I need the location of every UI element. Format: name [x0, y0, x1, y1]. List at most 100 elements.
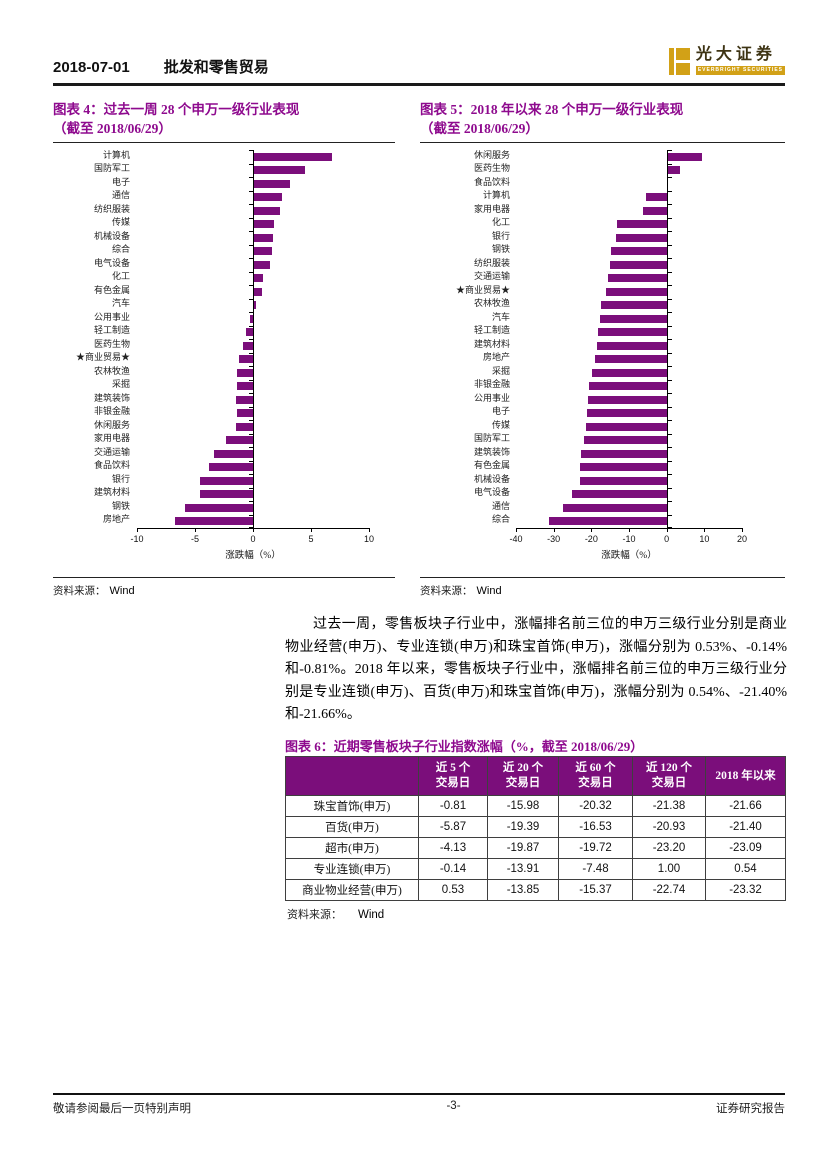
chart-bar: [610, 247, 667, 256]
row-label: 专业连锁(申万): [285, 858, 419, 880]
category-tick: [249, 487, 253, 489]
category-label: 公用事业: [473, 392, 510, 403]
chart-bar: [253, 206, 280, 215]
figure-6-title: 图表 6：近期零售板块子行业指数涨幅（%，截至 2018/06/29）: [285, 739, 644, 754]
category-tick: [667, 231, 672, 232]
category-label: 家用电器: [473, 203, 510, 214]
chart-bar: [213, 449, 253, 458]
chart-bar: [599, 314, 667, 323]
category-tick: [249, 217, 253, 219]
figure-5: 图表 5：2018 年以来 28 个申万一级行业表现 （截至 2018/06/2…: [420, 100, 785, 605]
category-label: 采掘: [111, 379, 130, 389]
chart-bar: [236, 368, 253, 377]
category-tick: [249, 285, 253, 286]
x-axis-title: 涨跌幅（%）: [225, 551, 281, 561]
category-label: 钢铁: [491, 244, 510, 254]
category-tick: [249, 501, 253, 502]
chart-bar: [175, 517, 253, 526]
x-axis-title: 涨跌幅（%）: [601, 551, 657, 561]
category-tick: [667, 312, 672, 313]
category-label: 采掘: [491, 365, 510, 376]
footer-disclaimer: 敬请参阅最后一页特别声明: [53, 1103, 191, 1115]
category-label: 休闲服务: [93, 419, 130, 430]
cell-value: 0.53: [418, 879, 488, 901]
category-tick: [667, 217, 672, 219]
category-tick: [249, 190, 253, 192]
row-label: 超市(申万): [285, 837, 419, 859]
category-label: 食品饮料: [473, 176, 510, 187]
chart-bar: [236, 382, 253, 391]
table-column-header: 近 20 个 交易日: [487, 756, 559, 796]
chart-bar: [199, 490, 253, 499]
category-label: 银行: [111, 473, 130, 484]
category-label: 建筑材料: [473, 338, 510, 349]
category-tick: [667, 379, 672, 381]
category-tick: [249, 150, 253, 151]
value-tick-label: -40: [509, 534, 523, 544]
category-label: ★商业贸易★: [455, 284, 510, 295]
value-tick: [666, 528, 668, 532]
value-tick: [516, 528, 517, 532]
category-label: 电气设备: [473, 487, 510, 497]
chart-bar: [253, 274, 264, 283]
value-tick-label: -30: [547, 534, 561, 544]
chart-bar: [236, 409, 253, 418]
category-label: 休闲服务: [473, 149, 510, 160]
chart-bar: [246, 328, 253, 337]
chart-bar: [235, 395, 253, 404]
category-tick: [667, 258, 672, 259]
category-label: 计算机: [482, 190, 510, 200]
chart-bar: [242, 341, 253, 350]
chart-bar: [588, 382, 667, 391]
chart-bar: [253, 166, 306, 175]
category-label: 非银金融: [473, 379, 510, 389]
chart-bar: [571, 490, 667, 499]
cell-value: -13.85: [487, 879, 559, 901]
chart-bar: [666, 166, 680, 175]
category-label: 有色金属: [473, 460, 510, 470]
category-label: 国防军工: [473, 433, 510, 443]
chart-bar: [208, 463, 253, 472]
value-tick-label: -20: [584, 534, 598, 544]
category-tick: [249, 163, 253, 165]
chart-bar: [239, 355, 253, 364]
category-label: 国防军工: [93, 163, 130, 173]
category-tick: [667, 325, 672, 327]
cell-value: -23.09: [705, 837, 786, 859]
chart-bar: [586, 422, 667, 431]
category-tick: [249, 393, 253, 394]
chart-bar: [253, 247, 272, 256]
table-column-header: 近 120 个 交易日: [632, 756, 706, 796]
chart-bar: [563, 503, 667, 512]
page-number: -3-: [446, 1100, 461, 1112]
figure-5-title-line2: （截至 2018/06/29）: [420, 121, 539, 136]
brand-name-en: EVERBRIGHT SECURITIES: [695, 66, 785, 75]
value-tick: [311, 528, 312, 532]
chart-bar: [607, 274, 667, 283]
page-footer: 敬请参阅最后一页特别声明 -3- 证券研究报告: [53, 1100, 785, 1116]
category-tick: [667, 366, 672, 367]
category-label: 传媒: [111, 217, 130, 227]
table-row: 百货(申万) -5.87 -19.39 -16.53 -20.93 -21.40: [285, 816, 786, 838]
category-tick: [667, 487, 672, 489]
category-tick: [667, 177, 672, 178]
chart-bar: [548, 517, 667, 526]
category-label: 建筑装饰: [473, 446, 510, 457]
value-tick-label: 20: [736, 534, 747, 544]
table-row: 珠宝首饰(申万) -0.81 -15.98 -20.32 -21.38 -21.66: [285, 795, 786, 817]
chart-bar: [586, 409, 667, 418]
row-label: 珠宝首饰(申万): [285, 795, 419, 817]
table-column-header: 2018 年以来: [705, 756, 786, 796]
value-tick-label: -10: [130, 534, 144, 544]
category-label: 汽车: [111, 298, 130, 308]
chart-bar: [253, 193, 282, 202]
category-label: 交通运输: [473, 271, 510, 281]
category-label: 电气设备: [93, 257, 130, 268]
category-tick: [249, 527, 253, 528]
table-row: 专业连锁(申万) -0.14 -13.91 -7.48 1.00 0.54: [285, 858, 786, 880]
cell-value: -5.87: [418, 816, 488, 838]
cell-value: -15.37: [558, 879, 633, 901]
category-label: 银行: [491, 230, 510, 241]
value-tick: [553, 528, 555, 532]
category-tick: [249, 379, 253, 381]
